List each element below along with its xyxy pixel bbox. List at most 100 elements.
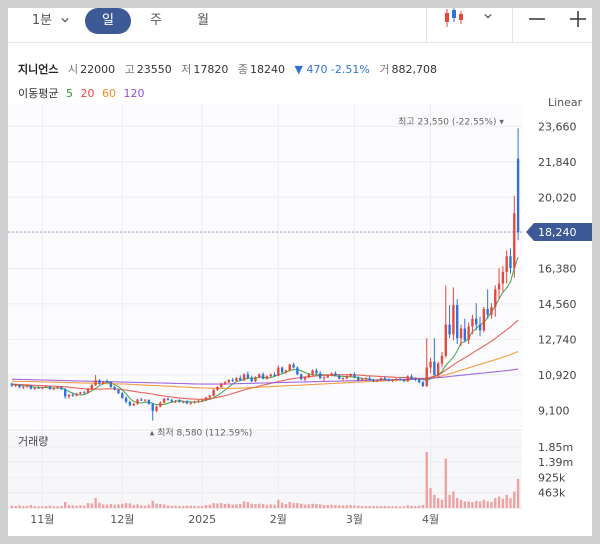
volume-bar (505, 494, 508, 508)
open-label: 시 (67, 63, 79, 76)
volume-bar (303, 504, 307, 508)
x-tick-label: 3월 (346, 513, 363, 526)
volume-bar (338, 505, 341, 508)
y-tick-label: 12,740 (538, 333, 577, 346)
volume-bar (242, 501, 246, 508)
ma-legend-20: 20 (80, 87, 95, 100)
candle-body (456, 305, 459, 339)
volume-bar (516, 478, 520, 508)
volume-bar (475, 500, 478, 508)
low-label: 저 (181, 63, 192, 76)
chevron-down-icon[interactable] (61, 16, 69, 24)
candle-body (185, 401, 189, 404)
volume-bar (398, 506, 402, 508)
volume-bar (181, 506, 185, 508)
high-label: 고 (124, 63, 135, 76)
candle-body (193, 401, 196, 403)
candle-body (25, 385, 29, 387)
volume-bar (478, 501, 482, 508)
volume-bar (33, 506, 36, 508)
volume-bar (178, 506, 181, 508)
candle-body (181, 401, 185, 403)
volume-bar (296, 503, 299, 508)
volume-bar (56, 506, 59, 508)
volume-bar (330, 504, 333, 508)
candle-body (170, 399, 173, 402)
volume-bar (284, 504, 288, 508)
volume-bar (513, 491, 516, 508)
candle-body (212, 389, 215, 396)
chevron-down-icon[interactable] (484, 12, 492, 20)
candle-body (513, 213, 516, 268)
tab-day[interactable]: 일 (85, 8, 131, 34)
volume-bar (444, 458, 447, 508)
price-plot-area (8, 104, 522, 428)
candle-body (48, 386, 52, 390)
volume-bar (208, 504, 211, 508)
volume-bar (277, 499, 280, 508)
volume-tick-label: 1.85m (538, 441, 573, 454)
candle-body (86, 388, 90, 394)
candle-body (18, 384, 21, 388)
ma-legend-5: 5 (65, 87, 73, 100)
plus-icon[interactable] (569, 10, 587, 28)
tab-week-label: 주 (150, 13, 162, 28)
candle-body (459, 328, 463, 339)
volume-bar (75, 505, 78, 508)
candle-body (242, 374, 246, 381)
candle-body (265, 376, 269, 379)
toolbar-divider (426, 8, 427, 42)
volume-bar (395, 506, 398, 508)
y-tick-label: 21,840 (538, 156, 577, 169)
volume-bar (486, 501, 489, 508)
candle-body (83, 392, 86, 394)
volume-bar (162, 504, 166, 508)
volume-bar (334, 505, 337, 508)
volume-bar (231, 504, 234, 508)
candle-body (471, 318, 474, 327)
stock-name: 지니언스 (18, 63, 59, 76)
candle-body (452, 305, 455, 335)
candle-body (132, 403, 135, 406)
volume-bar (25, 505, 29, 508)
volume-bar (501, 498, 505, 508)
volume-bar (124, 503, 128, 508)
candle-body (482, 308, 486, 331)
volume-bar (280, 502, 284, 508)
volume-bar (288, 502, 291, 508)
candle-body (284, 370, 288, 373)
candle-body (254, 377, 257, 382)
volume-panel-title: 거래량 (18, 435, 48, 448)
volume-bar (414, 506, 417, 508)
x-tick-label: 12월 (110, 513, 134, 526)
minus-icon[interactable] (528, 12, 546, 26)
interval-select[interactable]: 1분 (22, 8, 62, 42)
tab-month[interactable]: 월 (188, 8, 218, 42)
candle-body (280, 367, 284, 373)
volume-bar (254, 504, 257, 508)
candle-body (341, 378, 345, 380)
candle-body (463, 328, 466, 341)
candle-body (250, 378, 253, 382)
ma-legend-60: 60 (101, 87, 116, 100)
candlestick-icon[interactable] (442, 8, 468, 30)
candle-body (124, 397, 128, 402)
candle-body (94, 380, 97, 386)
candle-body (90, 385, 94, 389)
volume-bar (261, 504, 265, 508)
candlestick-chart[interactable]: 23,660 21,840 20,020 16,380 14,560 12,740 10,9… (8, 8, 592, 536)
volume-bar (436, 498, 440, 508)
volume-bar (417, 505, 421, 508)
volume-bar (174, 505, 177, 508)
volume-bar (155, 503, 158, 508)
candle-body (10, 383, 14, 386)
volume-bar (269, 504, 272, 508)
scale-label[interactable]: Linear (548, 96, 583, 109)
ma-legend: 이동평균 5 20 60 120 (18, 85, 148, 101)
tab-week[interactable]: 주 (141, 8, 171, 42)
candle-body (326, 375, 329, 378)
candle-body (235, 378, 238, 381)
candle-body (162, 398, 166, 403)
candle-body (44, 386, 48, 388)
volume-bar (79, 505, 82, 508)
